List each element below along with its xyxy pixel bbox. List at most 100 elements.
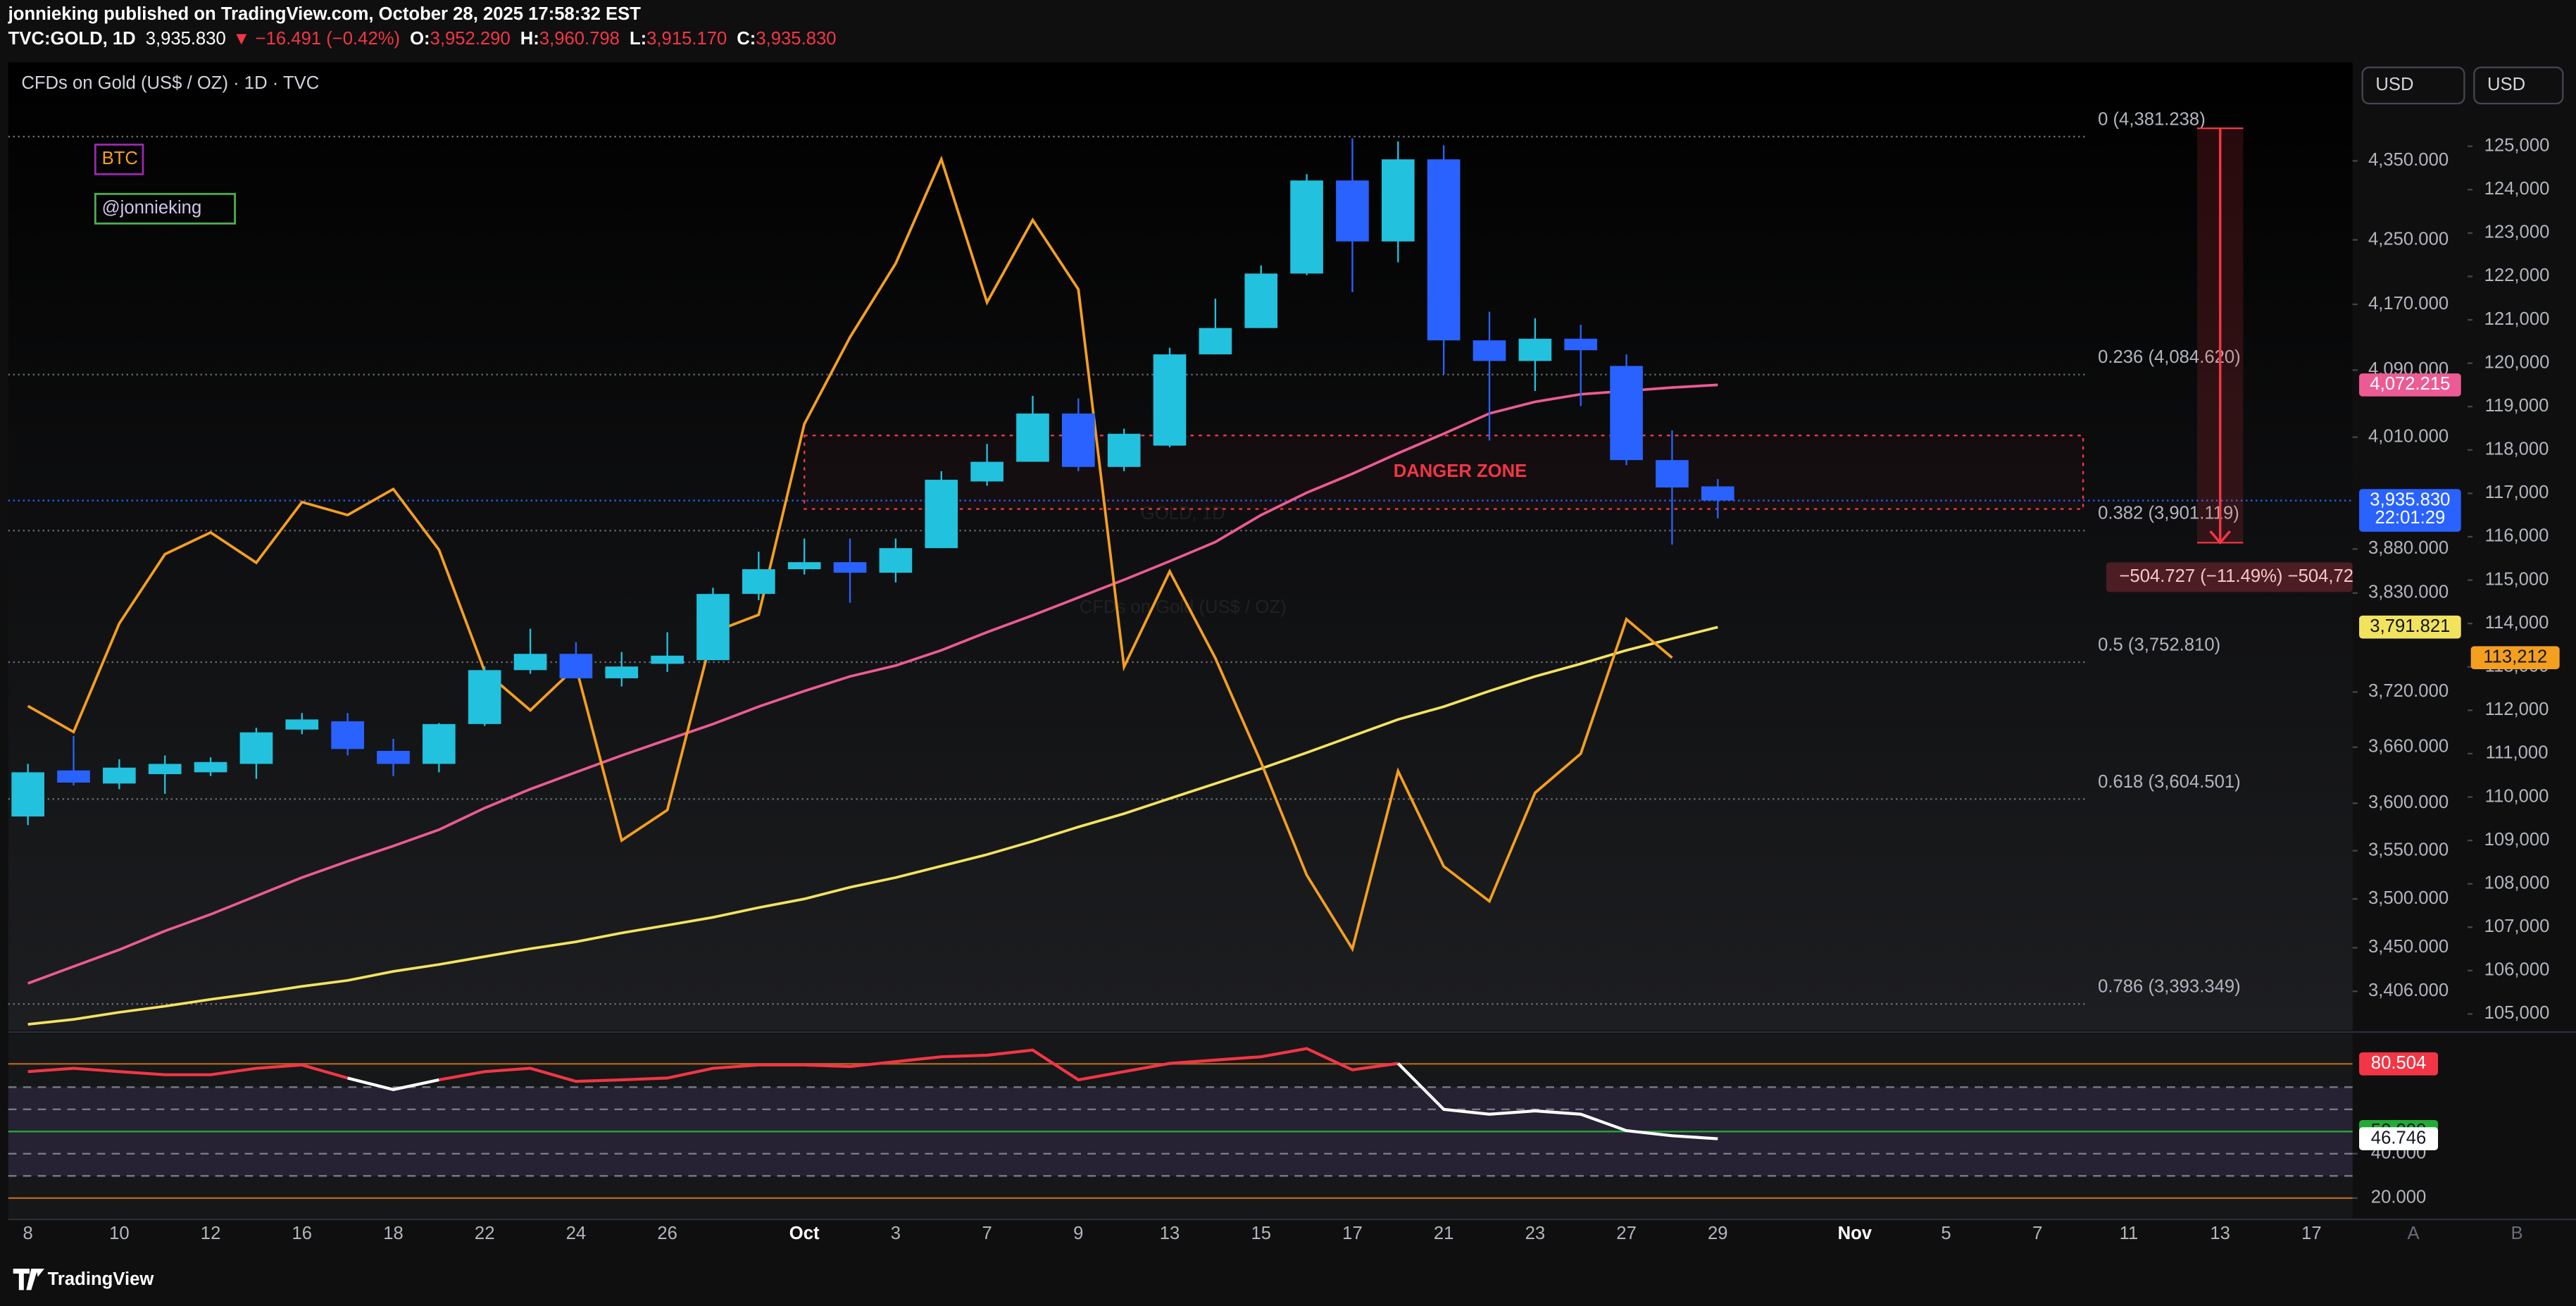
annotation-text: BTC bbox=[102, 149, 138, 168]
y2-tick-label: 105,000 bbox=[2484, 1003, 2550, 1023]
watermark-symbol: GOLD, 1D bbox=[1141, 504, 1225, 523]
ohlc-value: 3,935.830 bbox=[756, 29, 836, 49]
rsi-y-tick-label: 20.000 bbox=[2371, 1188, 2426, 1207]
indicator-line bbox=[27, 626, 1718, 1026]
x-tick-label: Nov bbox=[1838, 1224, 1872, 1243]
x-tick-label: 23 bbox=[1525, 1224, 1546, 1243]
danger-zone-label: DANGER ZONE bbox=[1394, 461, 1527, 481]
candle-body bbox=[1610, 366, 1643, 461]
y-tick-label: 3,830.000 bbox=[2368, 583, 2449, 602]
y2-tick-label: 124,000 bbox=[2484, 179, 2550, 199]
rsi-marker bbox=[2359, 1052, 2439, 1076]
brand-name: TradingView bbox=[48, 1269, 154, 1289]
x-tick-label: 15 bbox=[1251, 1224, 1271, 1243]
currency-label: USD bbox=[2487, 75, 2525, 94]
x-tick-label: 5 bbox=[1941, 1224, 1951, 1243]
candle-body bbox=[1244, 273, 1278, 328]
candle-body bbox=[559, 654, 593, 678]
x-tick-label: 11 bbox=[2120, 1224, 2139, 1243]
y-tick-label: 3,450.000 bbox=[2368, 937, 2449, 957]
y2-tick-label: 110,000 bbox=[2485, 786, 2549, 806]
candle-body bbox=[1381, 159, 1415, 242]
candle-body bbox=[468, 670, 501, 724]
candle-body bbox=[1061, 413, 1095, 467]
x-tick-label: Oct bbox=[789, 1224, 820, 1243]
candle-body bbox=[605, 666, 639, 678]
ohlc-value: 3,915.170 bbox=[646, 29, 727, 49]
rsi-line bbox=[1396, 1062, 1718, 1140]
candle-body bbox=[423, 723, 456, 764]
x-tick-label: 12 bbox=[201, 1224, 221, 1243]
y2-tick-label: 112,000 bbox=[2485, 699, 2549, 719]
y2-tick-label: 121,000 bbox=[2484, 309, 2550, 329]
currency-label: USD bbox=[2375, 75, 2413, 94]
x-tick-label: 22 bbox=[475, 1224, 495, 1243]
rsi-line bbox=[347, 1076, 439, 1091]
candle-body bbox=[331, 721, 364, 750]
y2-tick-label: 109,000 bbox=[2484, 830, 2550, 850]
y-tick-label: 3,600.000 bbox=[2368, 792, 2449, 812]
y2-tick-label: 114,000 bbox=[2485, 613, 2549, 633]
ohlc-key: C: bbox=[737, 29, 756, 49]
candle-body bbox=[1199, 328, 1232, 355]
symbol: TVC:GOLD, 1D bbox=[8, 29, 136, 49]
y-tick-label: 4,250.000 bbox=[2368, 229, 2449, 249]
y2-tick-label: 107,000 bbox=[2484, 916, 2550, 936]
candle-body bbox=[1107, 433, 1141, 467]
indicator-line bbox=[27, 383, 1718, 985]
y-tick-label: 3,720.000 bbox=[2368, 681, 2449, 701]
candle-body bbox=[1564, 338, 1598, 351]
candle-body bbox=[925, 480, 958, 549]
ohlc-key: O: bbox=[410, 29, 430, 49]
rsi-marker bbox=[2359, 1127, 2439, 1150]
x-tick-label: 8 bbox=[23, 1224, 33, 1243]
candle-body bbox=[148, 764, 182, 775]
candle-body bbox=[696, 594, 730, 661]
watermark-name: CFDs on Gold (US$ / OZ) bbox=[1080, 597, 1287, 617]
candle-body bbox=[11, 772, 44, 817]
x-tick-label: 24 bbox=[566, 1224, 587, 1243]
rsi-marker-label: 46.746 bbox=[2371, 1128, 2426, 1148]
candle-body bbox=[239, 732, 273, 764]
axis-letter: A bbox=[2407, 1224, 2420, 1243]
ohlc-key: L: bbox=[630, 29, 646, 49]
x-tick-label: 3 bbox=[891, 1224, 901, 1243]
y-tick-label: 3,880.000 bbox=[2368, 538, 2449, 558]
x-tick-label: 17 bbox=[2301, 1224, 2322, 1243]
x-tick-label: 13 bbox=[1160, 1224, 1180, 1243]
price-marker-label: 4,072.215 bbox=[2370, 374, 2450, 394]
candle-body bbox=[1473, 340, 1506, 361]
candle-body bbox=[1290, 180, 1323, 274]
x-tick-label: 21 bbox=[1434, 1224, 1454, 1243]
annotation-text: @jonnieking bbox=[102, 198, 202, 218]
candle-body bbox=[651, 655, 684, 664]
candle-body bbox=[1336, 180, 1369, 242]
fib-label: 0.382 (3,901.119) bbox=[2098, 504, 2239, 523]
x-tick-label: 29 bbox=[1708, 1224, 1728, 1243]
candle-body bbox=[57, 770, 90, 783]
candle-body bbox=[377, 750, 410, 764]
candle-body bbox=[103, 767, 136, 784]
y2-tick-label: 117,000 bbox=[2485, 483, 2549, 502]
candle-body bbox=[787, 562, 821, 570]
y-tick-label: 4,350.000 bbox=[2368, 150, 2449, 170]
rsi-line bbox=[438, 1047, 1399, 1083]
y2-tick-label: 123,000 bbox=[2484, 223, 2550, 242]
y2-tick-label: 111,000 bbox=[2486, 743, 2549, 763]
change: ▼ −16.491 (−0.42%) bbox=[232, 29, 400, 49]
x-tick-label: 13 bbox=[2210, 1224, 2230, 1243]
y2-tick-label: 115,000 bbox=[2485, 569, 2549, 589]
candle-body bbox=[194, 761, 227, 773]
candle-body bbox=[285, 719, 319, 730]
y2-tick-label: 116,000 bbox=[2485, 526, 2549, 546]
y2-tick-label: 120,000 bbox=[2484, 352, 2550, 372]
candle-body bbox=[1701, 486, 1734, 501]
chart-title: CFDs on Gold (US$ / OZ) · 1D · TVC bbox=[21, 73, 319, 93]
rsi-line bbox=[27, 1063, 349, 1080]
candle-body bbox=[1153, 354, 1187, 446]
candle-body bbox=[1016, 413, 1049, 462]
fib-label: 0.236 (4,084.620) bbox=[2098, 347, 2241, 367]
candle-body bbox=[1427, 159, 1461, 341]
annotation-box bbox=[94, 192, 237, 225]
